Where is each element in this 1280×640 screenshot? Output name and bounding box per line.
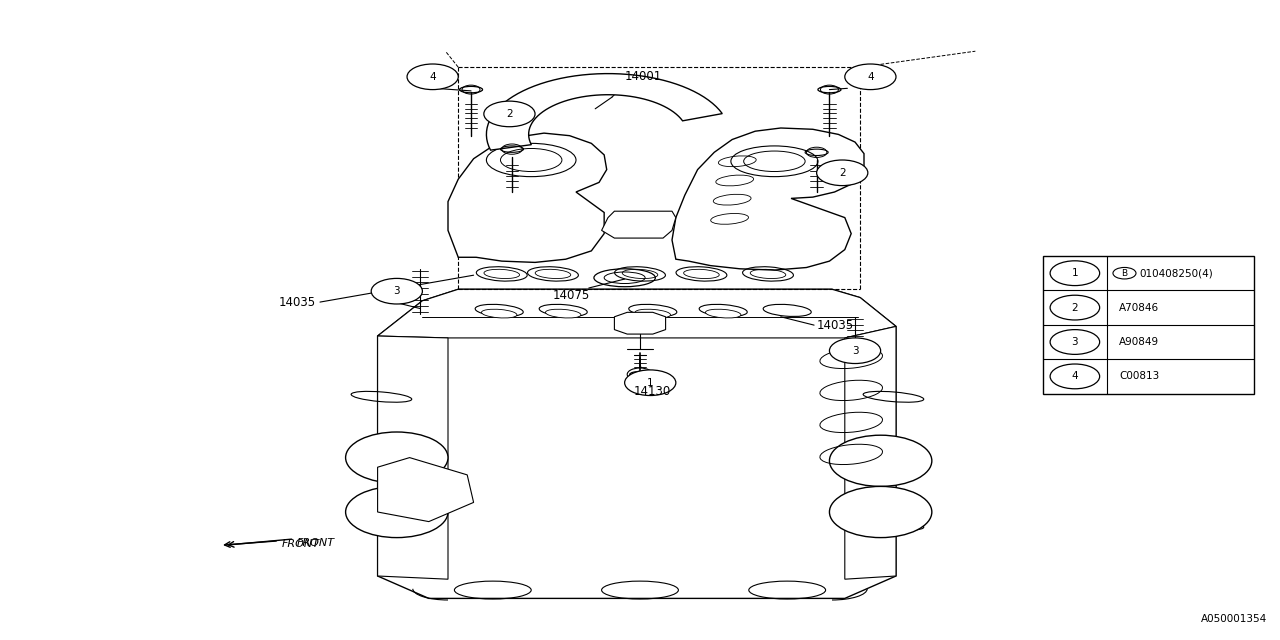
Text: 4: 4: [867, 72, 874, 82]
Ellipse shape: [635, 309, 671, 318]
Circle shape: [1050, 330, 1100, 355]
Text: A90849: A90849: [1119, 337, 1160, 347]
Text: 3: 3: [1071, 337, 1078, 347]
Text: 14035: 14035: [279, 296, 316, 308]
Ellipse shape: [705, 309, 741, 318]
Text: 14130: 14130: [634, 385, 671, 398]
Circle shape: [484, 101, 535, 127]
Ellipse shape: [481, 309, 517, 318]
Polygon shape: [486, 74, 722, 150]
Text: A050001354: A050001354: [1201, 614, 1267, 624]
Text: B: B: [1121, 269, 1128, 278]
Circle shape: [1050, 364, 1100, 388]
Text: 3: 3: [851, 346, 859, 356]
Circle shape: [829, 486, 932, 538]
Circle shape: [829, 338, 881, 364]
Text: FRONT: FRONT: [282, 539, 320, 549]
Text: 2: 2: [506, 109, 513, 119]
Text: 4: 4: [1071, 371, 1078, 381]
Polygon shape: [602, 211, 676, 238]
Text: 1: 1: [646, 378, 654, 388]
Text: C00813: C00813: [1119, 371, 1160, 381]
Text: 14035: 14035: [817, 319, 854, 332]
Polygon shape: [614, 312, 666, 334]
Ellipse shape: [545, 309, 581, 318]
Polygon shape: [378, 458, 474, 522]
Text: 3: 3: [393, 286, 401, 296]
Polygon shape: [845, 326, 896, 579]
Polygon shape: [378, 289, 896, 338]
Circle shape: [371, 278, 422, 304]
Circle shape: [625, 370, 676, 396]
Text: 14075: 14075: [553, 289, 590, 302]
Text: FRONT: FRONT: [297, 538, 335, 548]
Polygon shape: [448, 133, 607, 262]
Polygon shape: [672, 128, 864, 270]
Circle shape: [1050, 261, 1100, 285]
Text: 4: 4: [429, 72, 436, 82]
Circle shape: [829, 435, 932, 486]
Circle shape: [346, 486, 448, 538]
Circle shape: [845, 64, 896, 90]
Polygon shape: [378, 289, 896, 598]
Circle shape: [1050, 295, 1100, 320]
Bar: [1043, 256, 1254, 394]
Text: 2: 2: [1071, 303, 1078, 312]
Text: A70846: A70846: [1119, 303, 1160, 312]
Circle shape: [627, 368, 653, 381]
Text: 2: 2: [838, 168, 846, 178]
Circle shape: [407, 64, 458, 90]
Polygon shape: [378, 336, 448, 579]
Text: 1: 1: [1071, 268, 1078, 278]
Text: 010408250(4): 010408250(4): [1139, 268, 1213, 278]
Circle shape: [346, 432, 448, 483]
Text: 14001: 14001: [625, 70, 662, 83]
Circle shape: [817, 160, 868, 186]
